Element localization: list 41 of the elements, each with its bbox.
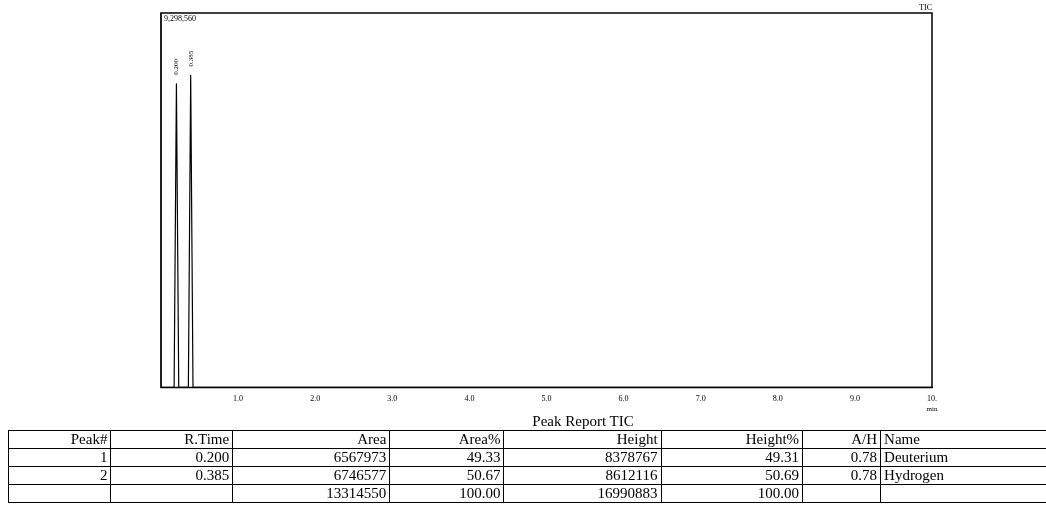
text: Deuterium (884, 449, 949, 465)
text: Hydrogen (884, 467, 945, 483)
text: 6567973 (333, 449, 387, 465)
text: Peak Report TIC (531, 412, 635, 430)
category-label: Height (503, 430, 662, 449)
category-label: Height% (661, 430, 803, 449)
text: 13314550 (326, 485, 387, 501)
category-label: Name (880, 430, 1046, 449)
category-label: Area% (389, 430, 504, 449)
text: 8378767 (605, 449, 658, 465)
x-tick-label: 6.0 (618, 394, 629, 404)
x-tick-label: 10. (927, 394, 937, 404)
text: 8612116 (605, 467, 658, 483)
text: 100.00 (757, 485, 800, 501)
text: TIC (919, 3, 932, 13)
x-tick-label: 3.0 (387, 394, 398, 404)
category-label: A/H (802, 430, 881, 449)
text: 2 (99, 467, 108, 483)
text: 49.31 (765, 449, 800, 465)
text: 16990883 (597, 485, 658, 501)
x-tick-label: 2.0 (310, 394, 321, 404)
text: 0.385 (195, 467, 230, 483)
x-tick-label: 9.0 (849, 394, 860, 404)
x-tick-label: 4.0 (464, 394, 475, 404)
text: 0.78 (850, 467, 878, 483)
category-label: Peak# (8, 430, 111, 449)
category-label: Area (232, 430, 390, 449)
x-tick-label: 5.0 (541, 394, 552, 404)
x-tick-label: 8.0 (772, 394, 783, 404)
x-tick-label: 1.0 (233, 394, 244, 404)
text: 0.78 (850, 449, 878, 465)
x-tick-label: 7.0 (695, 394, 706, 404)
text: 0.200 (195, 449, 230, 465)
text: 6746577 (333, 467, 387, 483)
text: 49.33 (466, 449, 501, 465)
text: 9,298,560 (164, 14, 196, 24)
text: 100.00 (459, 485, 501, 501)
text: 1 (99, 449, 108, 465)
text: 50.67 (466, 467, 501, 483)
category-label: R.Time (110, 430, 233, 449)
text: 50.69 (765, 467, 800, 483)
